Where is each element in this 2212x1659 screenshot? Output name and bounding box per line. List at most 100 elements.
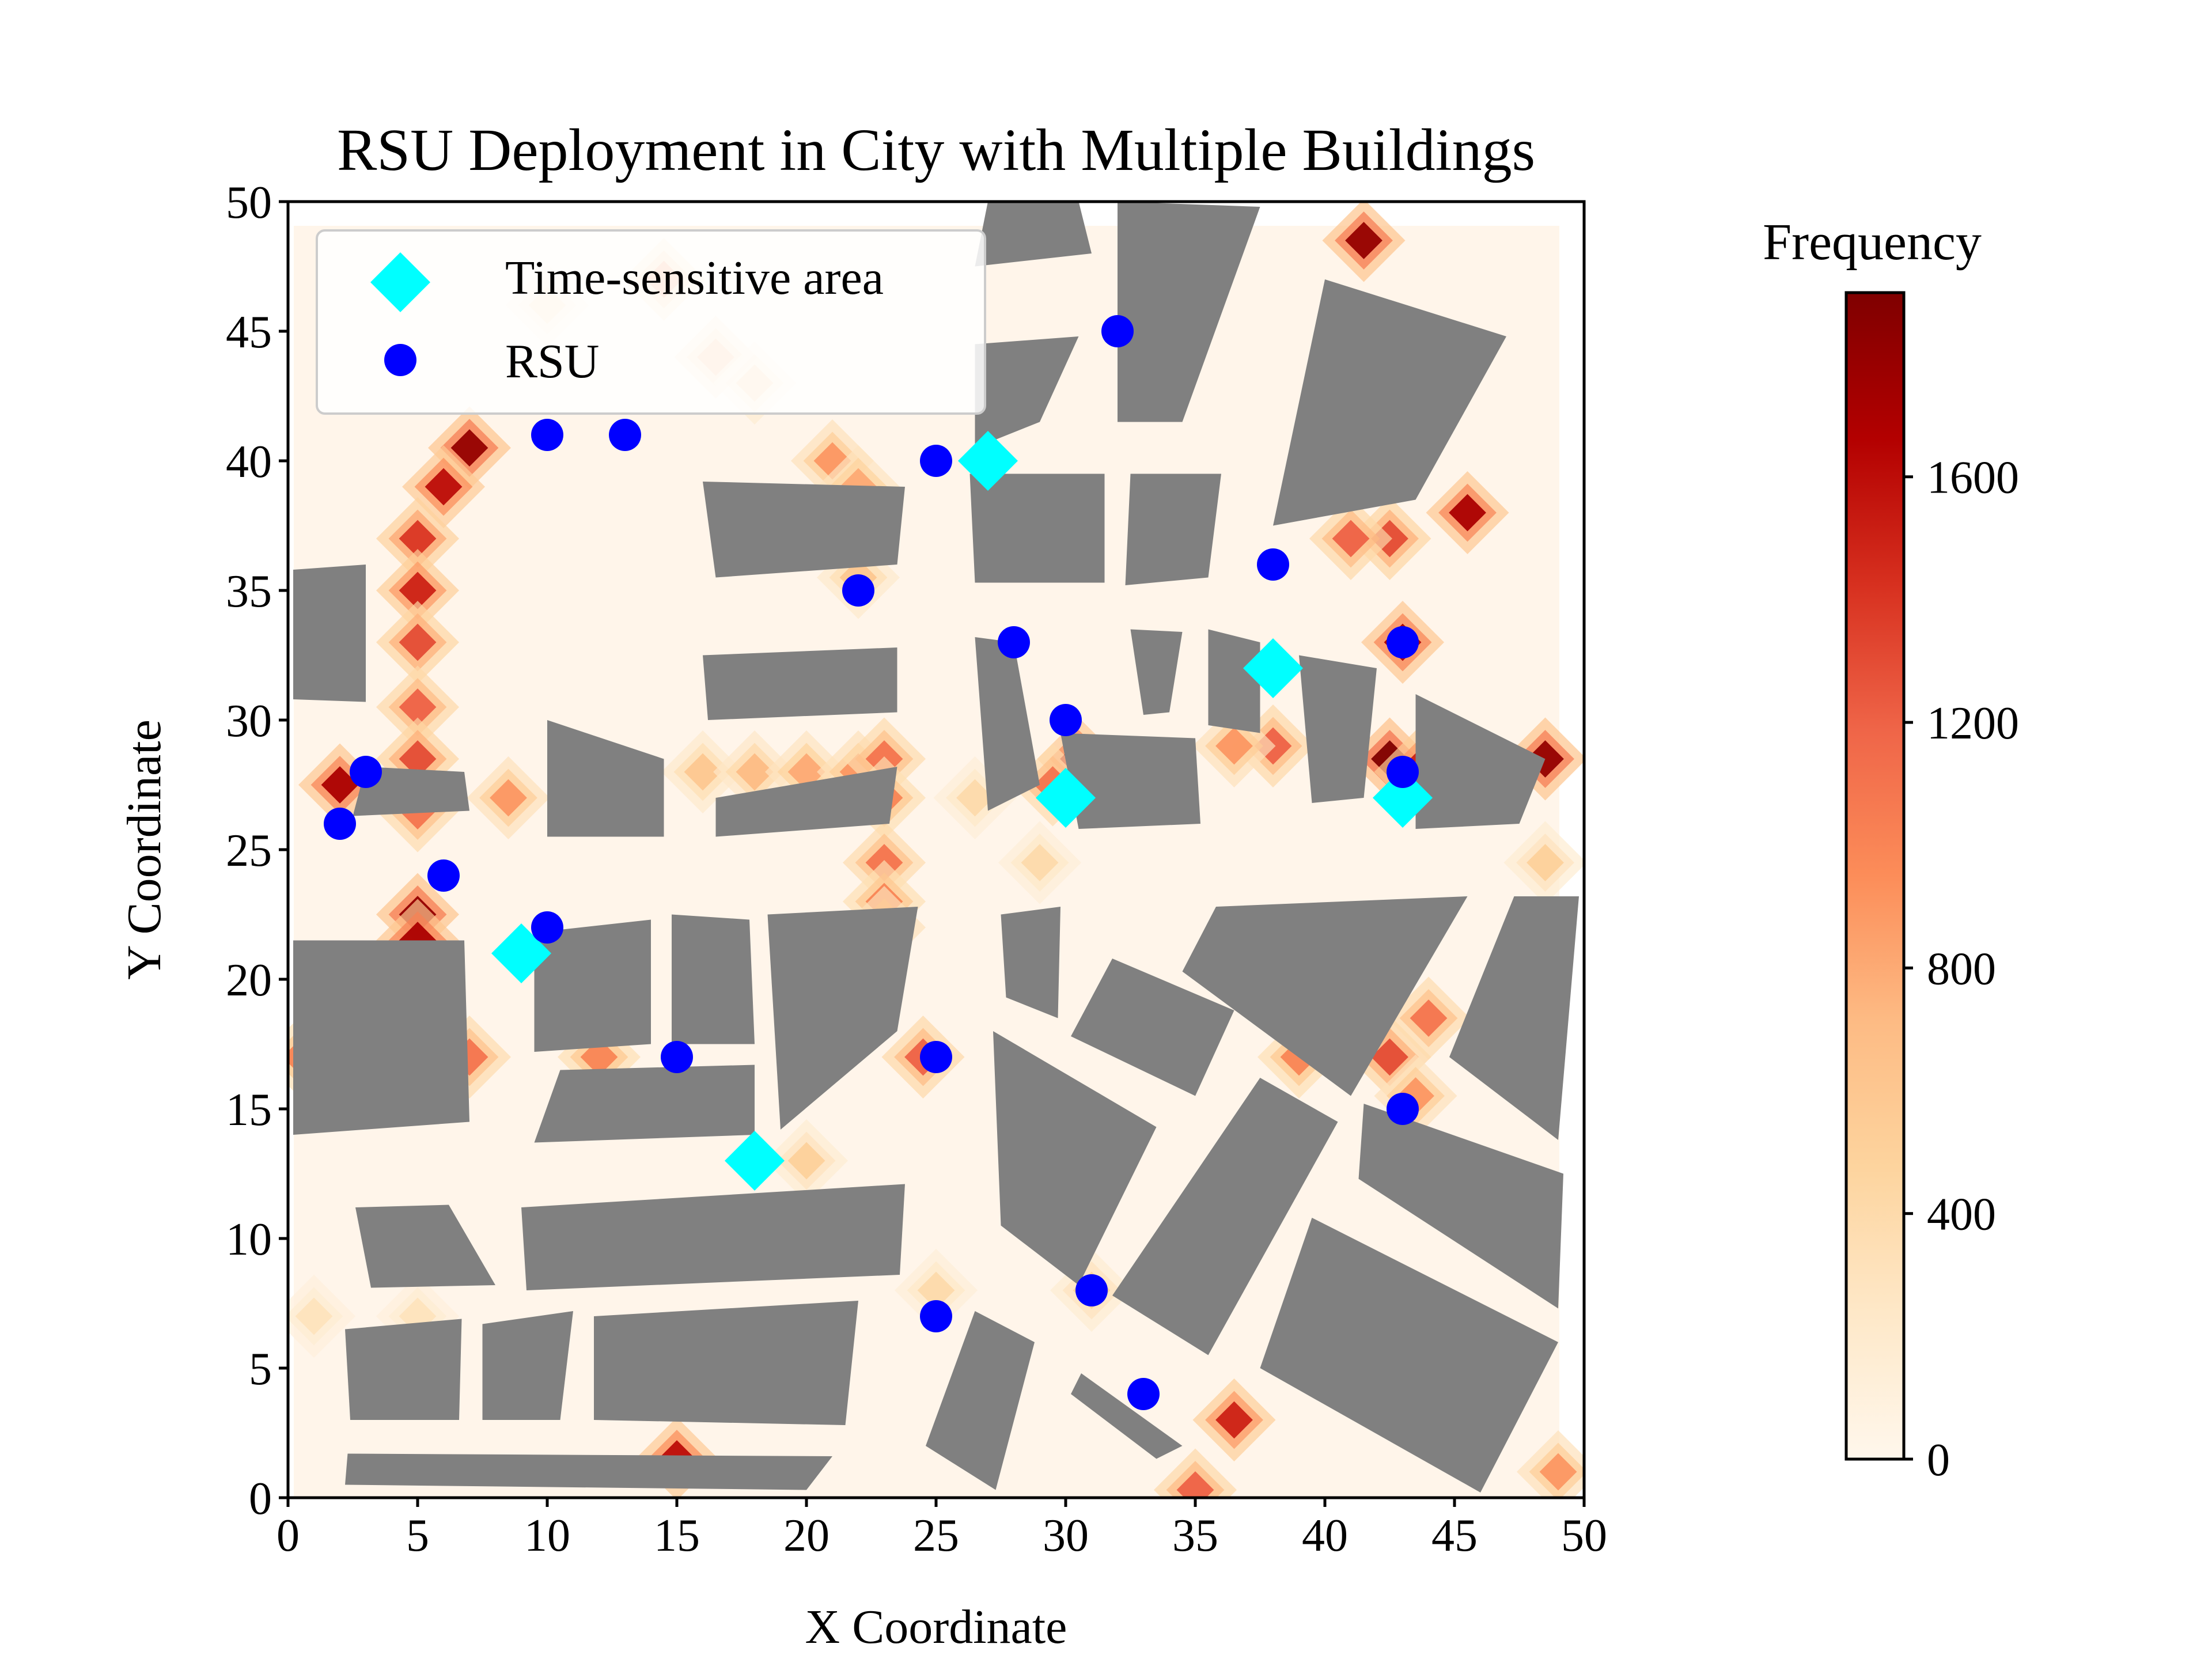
heatmap-hotspot — [1527, 844, 1564, 881]
rsu-point — [531, 911, 563, 944]
building-polygon — [975, 637, 1040, 811]
heatmap-hotspot — [399, 520, 437, 558]
building-polygon — [345, 1319, 462, 1420]
building-polygon — [1273, 279, 1506, 526]
heatmap-hotspot — [399, 688, 437, 726]
building-polygon — [293, 940, 469, 1135]
rsu-point — [350, 756, 382, 788]
x-axis-label: X Coordinate — [805, 1600, 1067, 1654]
colorbar-tick-label: 400 — [1927, 1190, 1996, 1240]
building-polygon — [1001, 907, 1060, 1018]
y-tick-label: 15 — [226, 1085, 272, 1135]
building-polygon — [1415, 694, 1546, 829]
heatmap-hotspot — [490, 779, 527, 817]
heatmap-hotspot — [1410, 999, 1448, 1037]
time-sensitive-area-point — [725, 1131, 785, 1191]
building-polygon — [715, 767, 897, 837]
building-polygon — [1118, 202, 1260, 422]
legend-circle-marker — [384, 344, 416, 376]
building-polygon — [703, 482, 905, 578]
building-polygon — [975, 202, 1092, 267]
y-tick-label: 30 — [226, 696, 272, 747]
building-polygon — [1260, 1218, 1558, 1493]
time-sensitive-area-point — [958, 431, 1018, 491]
rsu-point — [998, 626, 1030, 658]
heatmap-hotspot — [1371, 1038, 1408, 1076]
rsu-point — [427, 859, 460, 892]
y-axis: 0 5 10 15 20 25 30 35 40 45 50 — [226, 177, 288, 1524]
rsu-point — [324, 808, 356, 840]
rsu-point — [661, 1041, 693, 1073]
building-polygon — [482, 1311, 573, 1420]
rsu-point — [1050, 704, 1082, 736]
building-polygon — [1299, 655, 1377, 803]
heatmap-hotspot — [1332, 520, 1370, 558]
legend-diamond-marker — [370, 252, 430, 312]
building-polygon — [1449, 896, 1579, 1140]
building-polygon — [1071, 1373, 1183, 1459]
heatmap-hotspot — [399, 623, 437, 661]
y-tick-label: 45 — [226, 307, 272, 358]
x-tick-label: 30 — [1043, 1510, 1089, 1561]
x-tick-label: 20 — [783, 1510, 830, 1561]
y-tick-label: 20 — [226, 955, 272, 1006]
heatmap-hotspot — [787, 1142, 825, 1180]
building-polygon — [547, 720, 664, 837]
x-tick-label: 40 — [1302, 1510, 1348, 1561]
rsu-point — [920, 1300, 952, 1332]
colorbar-title: Frequency — [1763, 214, 1982, 271]
buildings-layer — [293, 202, 1579, 1493]
heatmap-hotspot — [1176, 1471, 1214, 1498]
time-sensitive-area-point — [1373, 768, 1433, 828]
legend-label-time-sensitive: Time-sensitive area — [505, 251, 884, 305]
heatmap-hotspot — [917, 1271, 955, 1309]
building-polygon — [293, 565, 366, 702]
colorbar-tick-label: 800 — [1927, 944, 1996, 994]
heatmap-hotspot — [399, 571, 437, 609]
x-tick-label: 25 — [913, 1510, 959, 1561]
heatmap-hotspot — [1215, 1401, 1253, 1439]
rsu-point — [1387, 1093, 1419, 1125]
heatmap-hotspot — [450, 429, 488, 467]
rsu-point — [920, 1041, 952, 1073]
building-polygon — [672, 914, 755, 1044]
heatmap-hotspot — [425, 468, 463, 506]
rsu-point — [531, 419, 563, 451]
colorbar-ticks: 0 400 800 1200 1600 — [1904, 453, 2019, 1486]
x-tick-label: 10 — [524, 1510, 570, 1561]
building-polygon — [534, 1065, 755, 1143]
building-polygon — [1071, 959, 1234, 1096]
x-tick-label: 50 — [1561, 1510, 1607, 1561]
colorbar-tick-label: 0 — [1927, 1435, 1950, 1486]
x-tick-label: 15 — [654, 1510, 700, 1561]
chart-title: RSU Deployment in City with Multiple Bui… — [337, 117, 1535, 183]
y-tick-label: 40 — [226, 437, 272, 487]
legend-box — [316, 229, 986, 415]
y-tick-label: 35 — [226, 566, 272, 617]
legend-label-rsu: RSU — [505, 335, 599, 388]
building-polygon — [534, 919, 651, 1052]
colorbar-gradient — [1844, 291, 1906, 1461]
heatmap-hotspot — [1021, 844, 1059, 881]
y-tick-label: 10 — [226, 1214, 272, 1265]
heatmap-hotspot — [684, 753, 722, 791]
building-polygon — [1112, 1078, 1338, 1355]
points-layer — [324, 315, 1433, 1410]
building-polygon — [926, 1311, 1035, 1490]
colorbar-tick-label: 1200 — [1927, 698, 2019, 749]
building-polygon — [355, 1205, 495, 1288]
colorbar: Frequency 0 400 800 1200 1600 — [1763, 214, 2019, 1486]
building-polygon — [1208, 629, 1260, 733]
building-polygon — [345, 1453, 832, 1490]
y-tick-label: 5 — [249, 1344, 272, 1395]
rsu-point — [1387, 756, 1419, 788]
building-polygon — [594, 1301, 858, 1425]
rsu-point — [842, 574, 874, 607]
heatmap-hotspot — [321, 766, 359, 804]
building-polygon — [521, 1184, 905, 1290]
heatmap-hotspot — [956, 779, 994, 817]
building-polygon — [703, 647, 897, 720]
x-tick-label: 5 — [406, 1510, 429, 1561]
x-tick-label: 45 — [1431, 1510, 1478, 1561]
